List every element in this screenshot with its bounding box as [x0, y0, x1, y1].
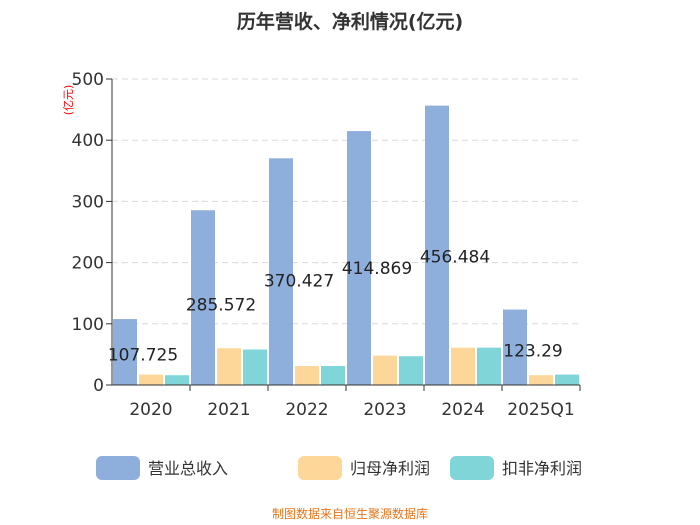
x-tick-label: 2020 — [129, 400, 172, 420]
bar — [217, 348, 241, 385]
y-tick-label: 100 — [72, 315, 104, 335]
bar — [347, 131, 371, 385]
x-tick-label: 2025Q1 — [507, 400, 574, 420]
bar — [373, 355, 397, 385]
x-tick-label: 2023 — [363, 400, 406, 420]
bar — [425, 105, 449, 386]
bar — [295, 366, 319, 385]
legend: 营业总收入 归母净利润 扣非净利润 — [96, 456, 582, 480]
footer-source: 制图数据来自恒生聚源数据库 — [272, 506, 428, 521]
data-label: 285.572 — [186, 296, 256, 316]
data-label: 370.427 — [264, 272, 334, 292]
y-tick-label: 500 — [72, 70, 104, 90]
data-label: 414.869 — [342, 259, 412, 279]
bars — [113, 105, 579, 386]
bar — [269, 158, 293, 385]
bar — [243, 349, 267, 385]
gridlines — [112, 78, 580, 325]
data-label: 107.725 — [108, 346, 178, 366]
bar — [139, 374, 163, 385]
y-axis-label: (亿元) — [62, 85, 75, 116]
y-tick-label: 300 — [72, 192, 104, 212]
bar — [529, 375, 553, 385]
y-tick-label: 0 — [93, 376, 104, 396]
legend-label: 归母净利润 — [350, 459, 430, 478]
legend-label: 营业总收入 — [148, 459, 228, 478]
y-tick-label: 400 — [72, 131, 104, 151]
data-label: 123.29 — [503, 341, 562, 361]
bar — [451, 347, 475, 385]
data-label: 456.484 — [420, 247, 490, 267]
x-tick-label: 2021 — [207, 400, 250, 420]
legend-swatch — [450, 456, 494, 480]
x-axis-ticks: 2020 2021 2022 2023 2024 2025Q1 — [129, 385, 581, 420]
bar — [503, 309, 527, 385]
data-labels: 107.725 285.572 370.427 414.869 456.484 123.2… — [108, 247, 563, 365]
bar — [191, 210, 215, 385]
chart-title: 历年营收、净利情况(亿元) — [237, 10, 463, 33]
x-tick-label: 2022 — [285, 400, 328, 420]
bar — [165, 375, 189, 385]
bar — [399, 356, 423, 385]
x-tick-label: 2024 — [441, 400, 484, 420]
bar — [555, 374, 579, 385]
legend-label: 扣非净利润 — [502, 459, 582, 478]
y-tick-label: 200 — [72, 254, 104, 274]
bar — [477, 347, 501, 385]
bar — [113, 319, 137, 385]
legend-swatch — [298, 456, 342, 480]
y-axis-ticks: 0 100 200 300 400 500 — [72, 70, 112, 396]
bar — [321, 366, 345, 385]
legend-swatch — [96, 456, 140, 480]
